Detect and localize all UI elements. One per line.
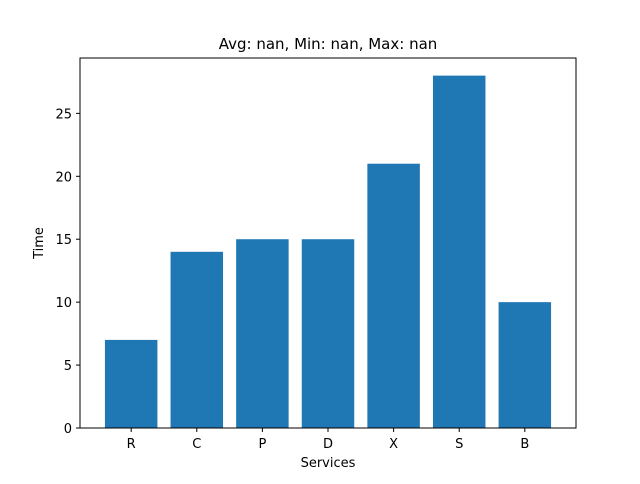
y-tick-label: 0 [64, 422, 72, 437]
y-tick-label: 10 [55, 296, 72, 311]
bar-B [498, 302, 552, 428]
bar-R [104, 339, 158, 428]
x-axis-label: Services [301, 456, 356, 471]
x-tick-label: R [127, 437, 136, 452]
bar-D [301, 239, 355, 428]
bar-P [236, 239, 289, 428]
x-tick-label: B [520, 437, 529, 452]
bar-C [170, 251, 224, 428]
y-tick-label: 15 [55, 233, 72, 248]
chart-title: Avg: nan, Min: nan, Max: nan [219, 35, 438, 53]
x-tick-label: S [455, 437, 463, 452]
x-tick-label: C [192, 437, 201, 452]
y-axis-label: Time [32, 227, 47, 260]
x-tick-label: P [258, 437, 266, 452]
bars-layer [104, 75, 552, 428]
bar-X [367, 163, 420, 428]
x-tick-label: D [323, 437, 333, 452]
y-axis-ticks: 0 5 10 15 20 25 [55, 107, 80, 437]
x-tick-label: X [389, 437, 398, 452]
y-tick-label: 5 [64, 359, 72, 374]
y-tick-label: 20 [55, 170, 72, 185]
bar-S [432, 75, 486, 428]
plot-frame [79, 57, 577, 429]
y-tick-label: 25 [55, 107, 72, 122]
